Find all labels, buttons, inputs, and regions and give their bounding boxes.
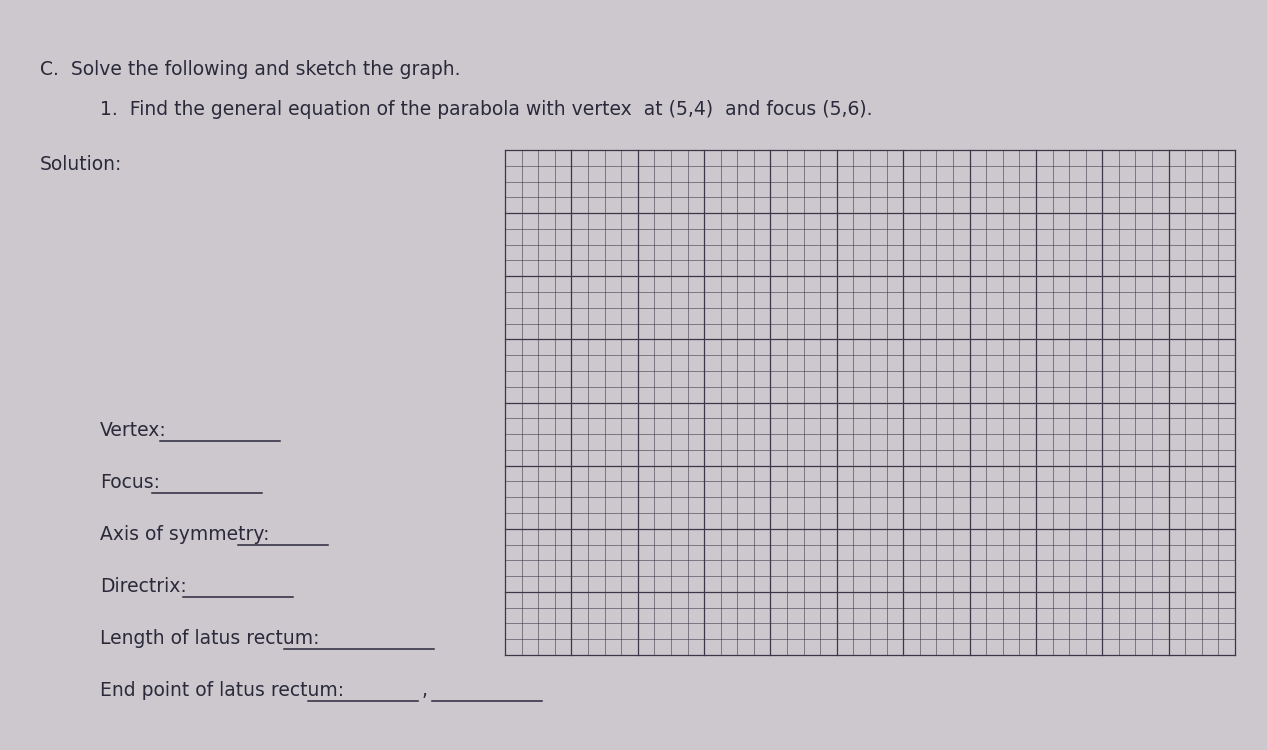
Text: End point of latus rectum:: End point of latus rectum: (100, 680, 345, 700)
Text: C.  Solve the following and sketch the graph.: C. Solve the following and sketch the gr… (41, 60, 460, 79)
Text: 1.  Find the general equation of the parabola with vertex  at (5,4)  and focus (: 1. Find the general equation of the para… (100, 100, 873, 119)
Text: ,: , (422, 680, 428, 700)
Text: Directrix:: Directrix: (100, 577, 186, 596)
Text: Axis of symmetry:: Axis of symmetry: (100, 524, 270, 544)
Text: Vertex:: Vertex: (100, 421, 167, 440)
Text: Solution:: Solution: (41, 155, 123, 174)
Text: Length of latus rectum:: Length of latus rectum: (100, 628, 319, 647)
Text: Focus:: Focus: (100, 472, 160, 491)
